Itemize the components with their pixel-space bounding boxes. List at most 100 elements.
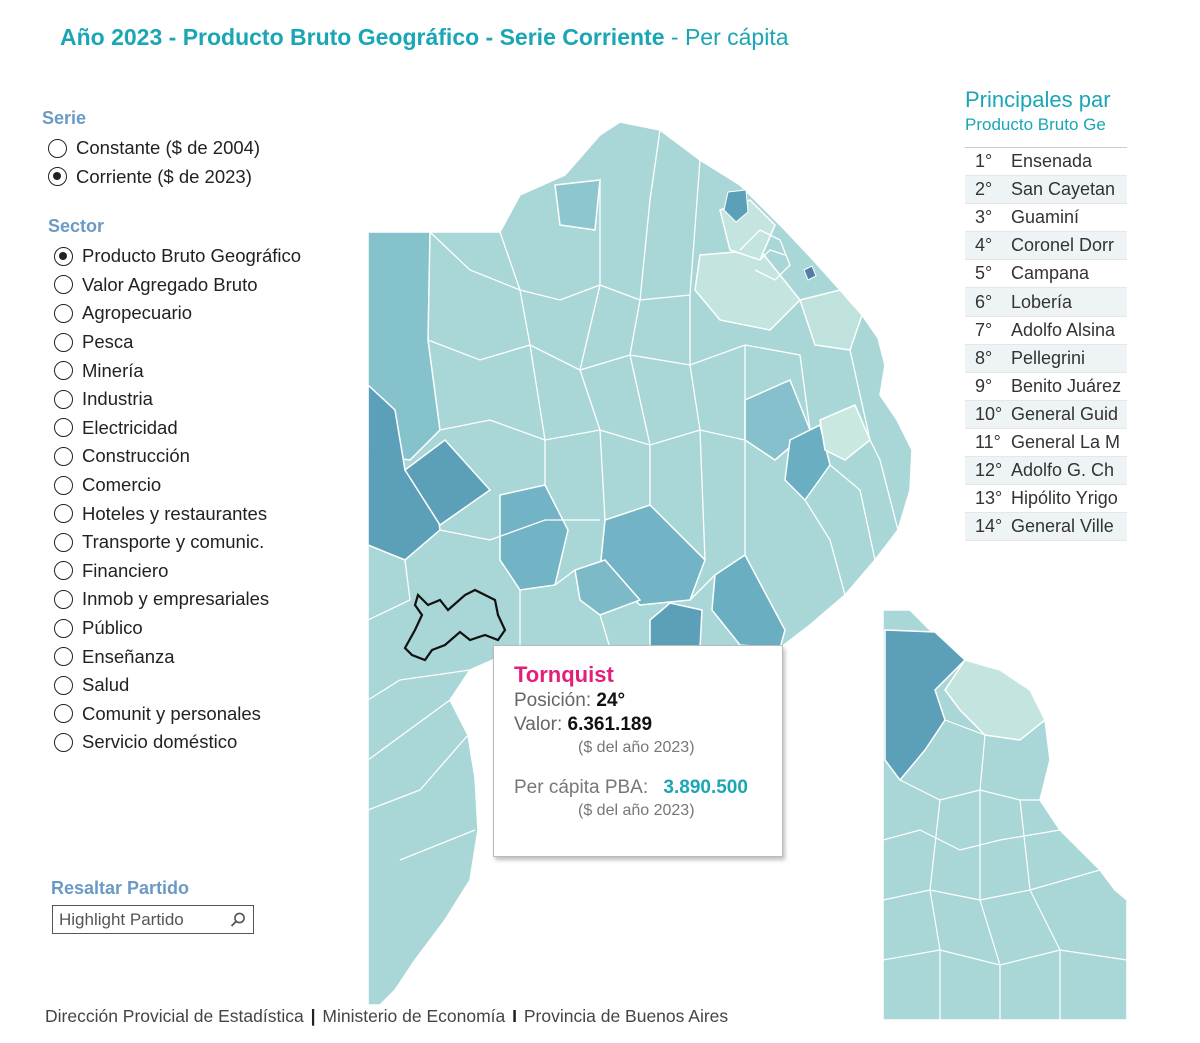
sector-option[interactable]: Transporte y comunic. xyxy=(54,528,301,557)
ranking-row[interactable]: 10° General Guid xyxy=(965,400,1127,429)
ranking-row[interactable]: 13° Hipólito Yrigo xyxy=(965,485,1127,514)
sector-option[interactable]: Producto Bruto Geográfico xyxy=(54,242,301,271)
ranking-row[interactable]: 12° Adolfo G. Ch xyxy=(965,457,1127,486)
partido-mid-5[interactable] xyxy=(574,559,642,616)
ranking-position: 14° xyxy=(975,516,1003,537)
serie-option[interactable]: Constante ($ de 2004) xyxy=(48,134,260,163)
partido-mid-4[interactable] xyxy=(649,602,703,649)
radio-button[interactable] xyxy=(54,704,73,724)
radio-button[interactable] xyxy=(54,647,73,667)
sector-option-label: Hoteles y restaurantes xyxy=(82,502,268,524)
serie-label: Serie xyxy=(42,108,87,128)
radio-button[interactable] xyxy=(54,504,73,524)
radio-button[interactable] xyxy=(54,446,73,466)
sector-option[interactable]: Pesca xyxy=(54,328,301,357)
sector-option[interactable]: Valor Agregado Bruto xyxy=(54,271,301,300)
ranking-position: 5° xyxy=(975,263,993,284)
ranking-row[interactable]: 2° San Cayetan xyxy=(965,176,1127,205)
tooltip-posicion-label: Posición: xyxy=(514,690,592,711)
ranking-partido-name: General Guid xyxy=(1011,403,1119,424)
ranking-row[interactable]: 6° Lobería xyxy=(965,288,1127,317)
sector-option[interactable]: Minería xyxy=(54,356,301,385)
radio-button[interactable] xyxy=(54,246,73,266)
partido-tooltip: Tornquist Posición: 24° Valor: 6.361.189… xyxy=(493,645,783,857)
partido-light-3[interactable] xyxy=(799,289,863,351)
radio-button[interactable] xyxy=(54,675,73,695)
radio-button[interactable] xyxy=(54,275,73,295)
tooltip-posicion-value: 24° xyxy=(596,690,626,711)
tooltip-valor-note: ($ del año 2023) xyxy=(578,739,695,756)
tooltip-per-capita: Per cápita PBA: 3.890.500 xyxy=(514,777,762,799)
partido-light-1[interactable] xyxy=(819,404,871,461)
sector-option[interactable]: Público xyxy=(54,614,301,643)
tooltip-pc-note: ($ del año 2023) xyxy=(578,802,695,819)
ranking-partido-name: Guaminí xyxy=(1011,207,1080,228)
radio-button[interactable] xyxy=(54,332,73,352)
ranking-row[interactable]: 11° General La M xyxy=(965,429,1127,458)
ranking-row[interactable]: 1° Ensenada xyxy=(965,148,1127,177)
ranking-subtitle: Producto Bruto Ge xyxy=(965,115,1106,134)
partido-tornquist-outline[interactable] xyxy=(403,588,507,662)
sector-option[interactable]: Electricidad xyxy=(54,414,301,443)
radio-button[interactable] xyxy=(54,418,73,438)
radio-button[interactable] xyxy=(54,361,73,381)
partido-dark-3[interactable] xyxy=(723,189,749,223)
ranking-position: 10° xyxy=(975,403,1003,424)
ranking-partido-name: Coronel Dorr xyxy=(1011,235,1115,256)
sector-option[interactable]: Agropecuario xyxy=(54,299,301,328)
ranking-position: 7° xyxy=(975,319,993,340)
ranking-partido-name: Ensenada xyxy=(1011,151,1093,172)
footer-sep-2: I xyxy=(512,1006,517,1026)
ranking-partido-name: General Ville xyxy=(1011,516,1114,537)
radio-button[interactable] xyxy=(54,532,73,552)
radio-button[interactable] xyxy=(54,475,73,495)
radio-button[interactable] xyxy=(54,618,73,638)
tooltip-pc-label: Per cápita PBA: xyxy=(514,777,649,798)
ranking-row[interactable]: 5° Campana xyxy=(965,260,1127,289)
sector-option[interactable]: Enseñanza xyxy=(54,642,301,671)
sector-option[interactable]: Hoteles y restaurantes xyxy=(54,499,301,528)
ranking-row[interactable]: 14° General Ville xyxy=(965,513,1127,542)
radio-button[interactable] xyxy=(48,138,67,158)
page-title: Año 2023 - Producto Bruto Geográfico - S… xyxy=(60,24,789,51)
ranking-row[interactable]: 9° Benito Juárez xyxy=(965,373,1127,401)
search-icon[interactable] xyxy=(229,911,247,929)
inset-partido-light[interactable] xyxy=(944,659,1046,741)
radio-button[interactable] xyxy=(54,389,73,409)
radio-button[interactable] xyxy=(54,732,73,752)
ranking-position: 9° xyxy=(975,375,993,396)
ranking-row[interactable]: 3° Guaminí xyxy=(965,204,1127,233)
ranking-row[interactable]: 7° Adolfo Alsina xyxy=(965,317,1127,345)
tooltip-pc-value: 3.890.500 xyxy=(663,777,748,798)
partido-dark-2[interactable] xyxy=(403,438,492,527)
radio-button[interactable] xyxy=(54,561,73,581)
sector-option[interactable]: Comercio xyxy=(54,471,301,500)
radio-button[interactable] xyxy=(54,303,73,323)
sector-option-label: Agropecuario xyxy=(82,302,193,324)
sector-option[interactable]: Construcción xyxy=(54,442,301,471)
partido-borders xyxy=(367,129,899,861)
sector-option-label: Comercio xyxy=(82,474,162,496)
sector-option[interactable]: Industria xyxy=(54,385,301,414)
radio-button[interactable] xyxy=(48,167,67,187)
serie-option[interactable]: Corriente ($ de 2023) xyxy=(48,163,260,192)
radio-button[interactable] xyxy=(54,589,73,609)
partido-mid-8[interactable] xyxy=(554,179,601,231)
ranking-position: 4° xyxy=(975,235,993,256)
sector-option[interactable]: Comunit y personales xyxy=(54,700,301,729)
ranking-partido-name: Benito Juárez xyxy=(1011,375,1122,396)
sector-option[interactable]: Inmob y empresariales xyxy=(54,585,301,614)
ranking-row[interactable]: 4° Coronel Dorr xyxy=(965,232,1127,261)
ranking-position: 1° xyxy=(975,151,993,172)
highlight-partido-input[interactable]: Highlight Partido xyxy=(52,905,254,934)
partido-dark-4[interactable] xyxy=(803,265,817,281)
sector-option[interactable]: Servicio doméstico xyxy=(54,728,301,757)
ranking-table: 1° Ensenada 2° San Cayetan 3° Guaminí 4° Corone… xyxy=(965,147,1127,542)
tooltip-partido-name: Tornquist xyxy=(514,662,614,687)
sector-option[interactable]: Salud xyxy=(54,671,301,700)
ranking-row[interactable]: 8° Pellegrini xyxy=(965,344,1127,373)
sector-option[interactable]: Financiero xyxy=(54,557,301,586)
highlight-placeholder: Highlight Partido xyxy=(59,909,184,929)
sector-option-label: Transporte y comunic. xyxy=(82,531,265,553)
